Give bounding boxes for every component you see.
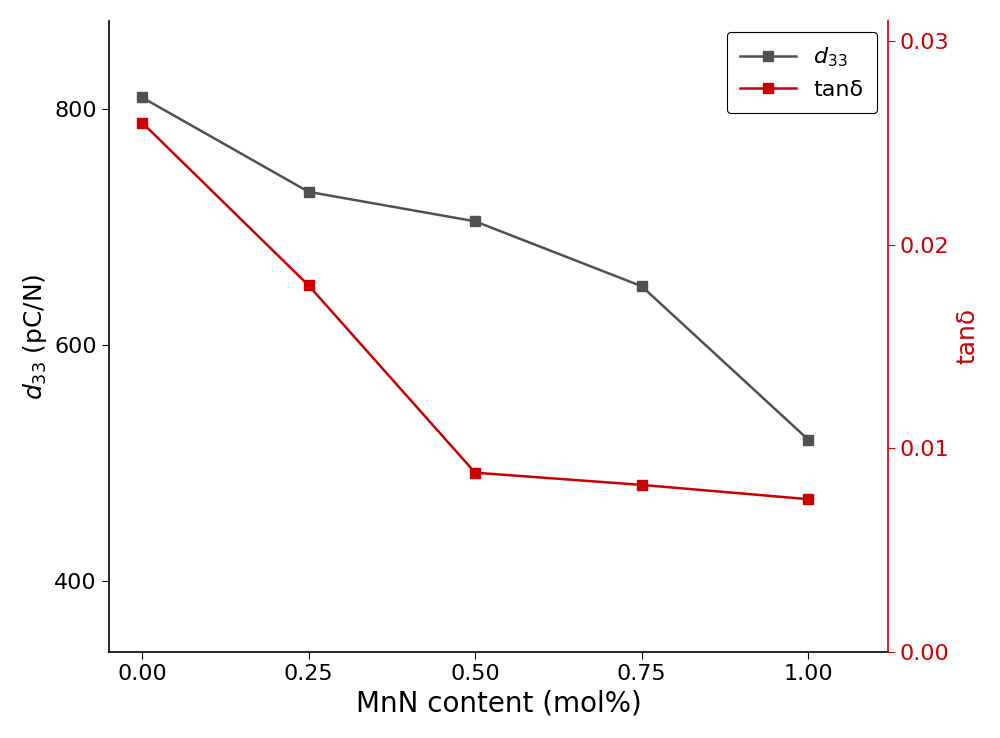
Legend: $d_{33}$, tanδ: $d_{33}$, tanδ (727, 32, 877, 114)
$d_{33}$ (636, 282, 648, 291)
$d_{33}$ (802, 435, 814, 444)
tanδ (136, 118, 148, 127)
tanδ (469, 469, 481, 477)
Line: tanδ: tanδ (137, 118, 813, 504)
$d_{33}$ (469, 217, 481, 226)
tanδ (802, 494, 814, 503)
tanδ (303, 281, 315, 290)
Y-axis label: tanδ: tanδ (955, 308, 979, 365)
Y-axis label: $d_{33}$ (pC/N): $d_{33}$ (pC/N) (21, 273, 49, 399)
tanδ (636, 480, 648, 489)
X-axis label: MnN content (mol%): MnN content (mol%) (356, 689, 641, 717)
$d_{33}$ (136, 93, 148, 102)
Line: $d_{33}$: $d_{33}$ (137, 93, 813, 444)
$d_{33}$ (303, 187, 315, 196)
